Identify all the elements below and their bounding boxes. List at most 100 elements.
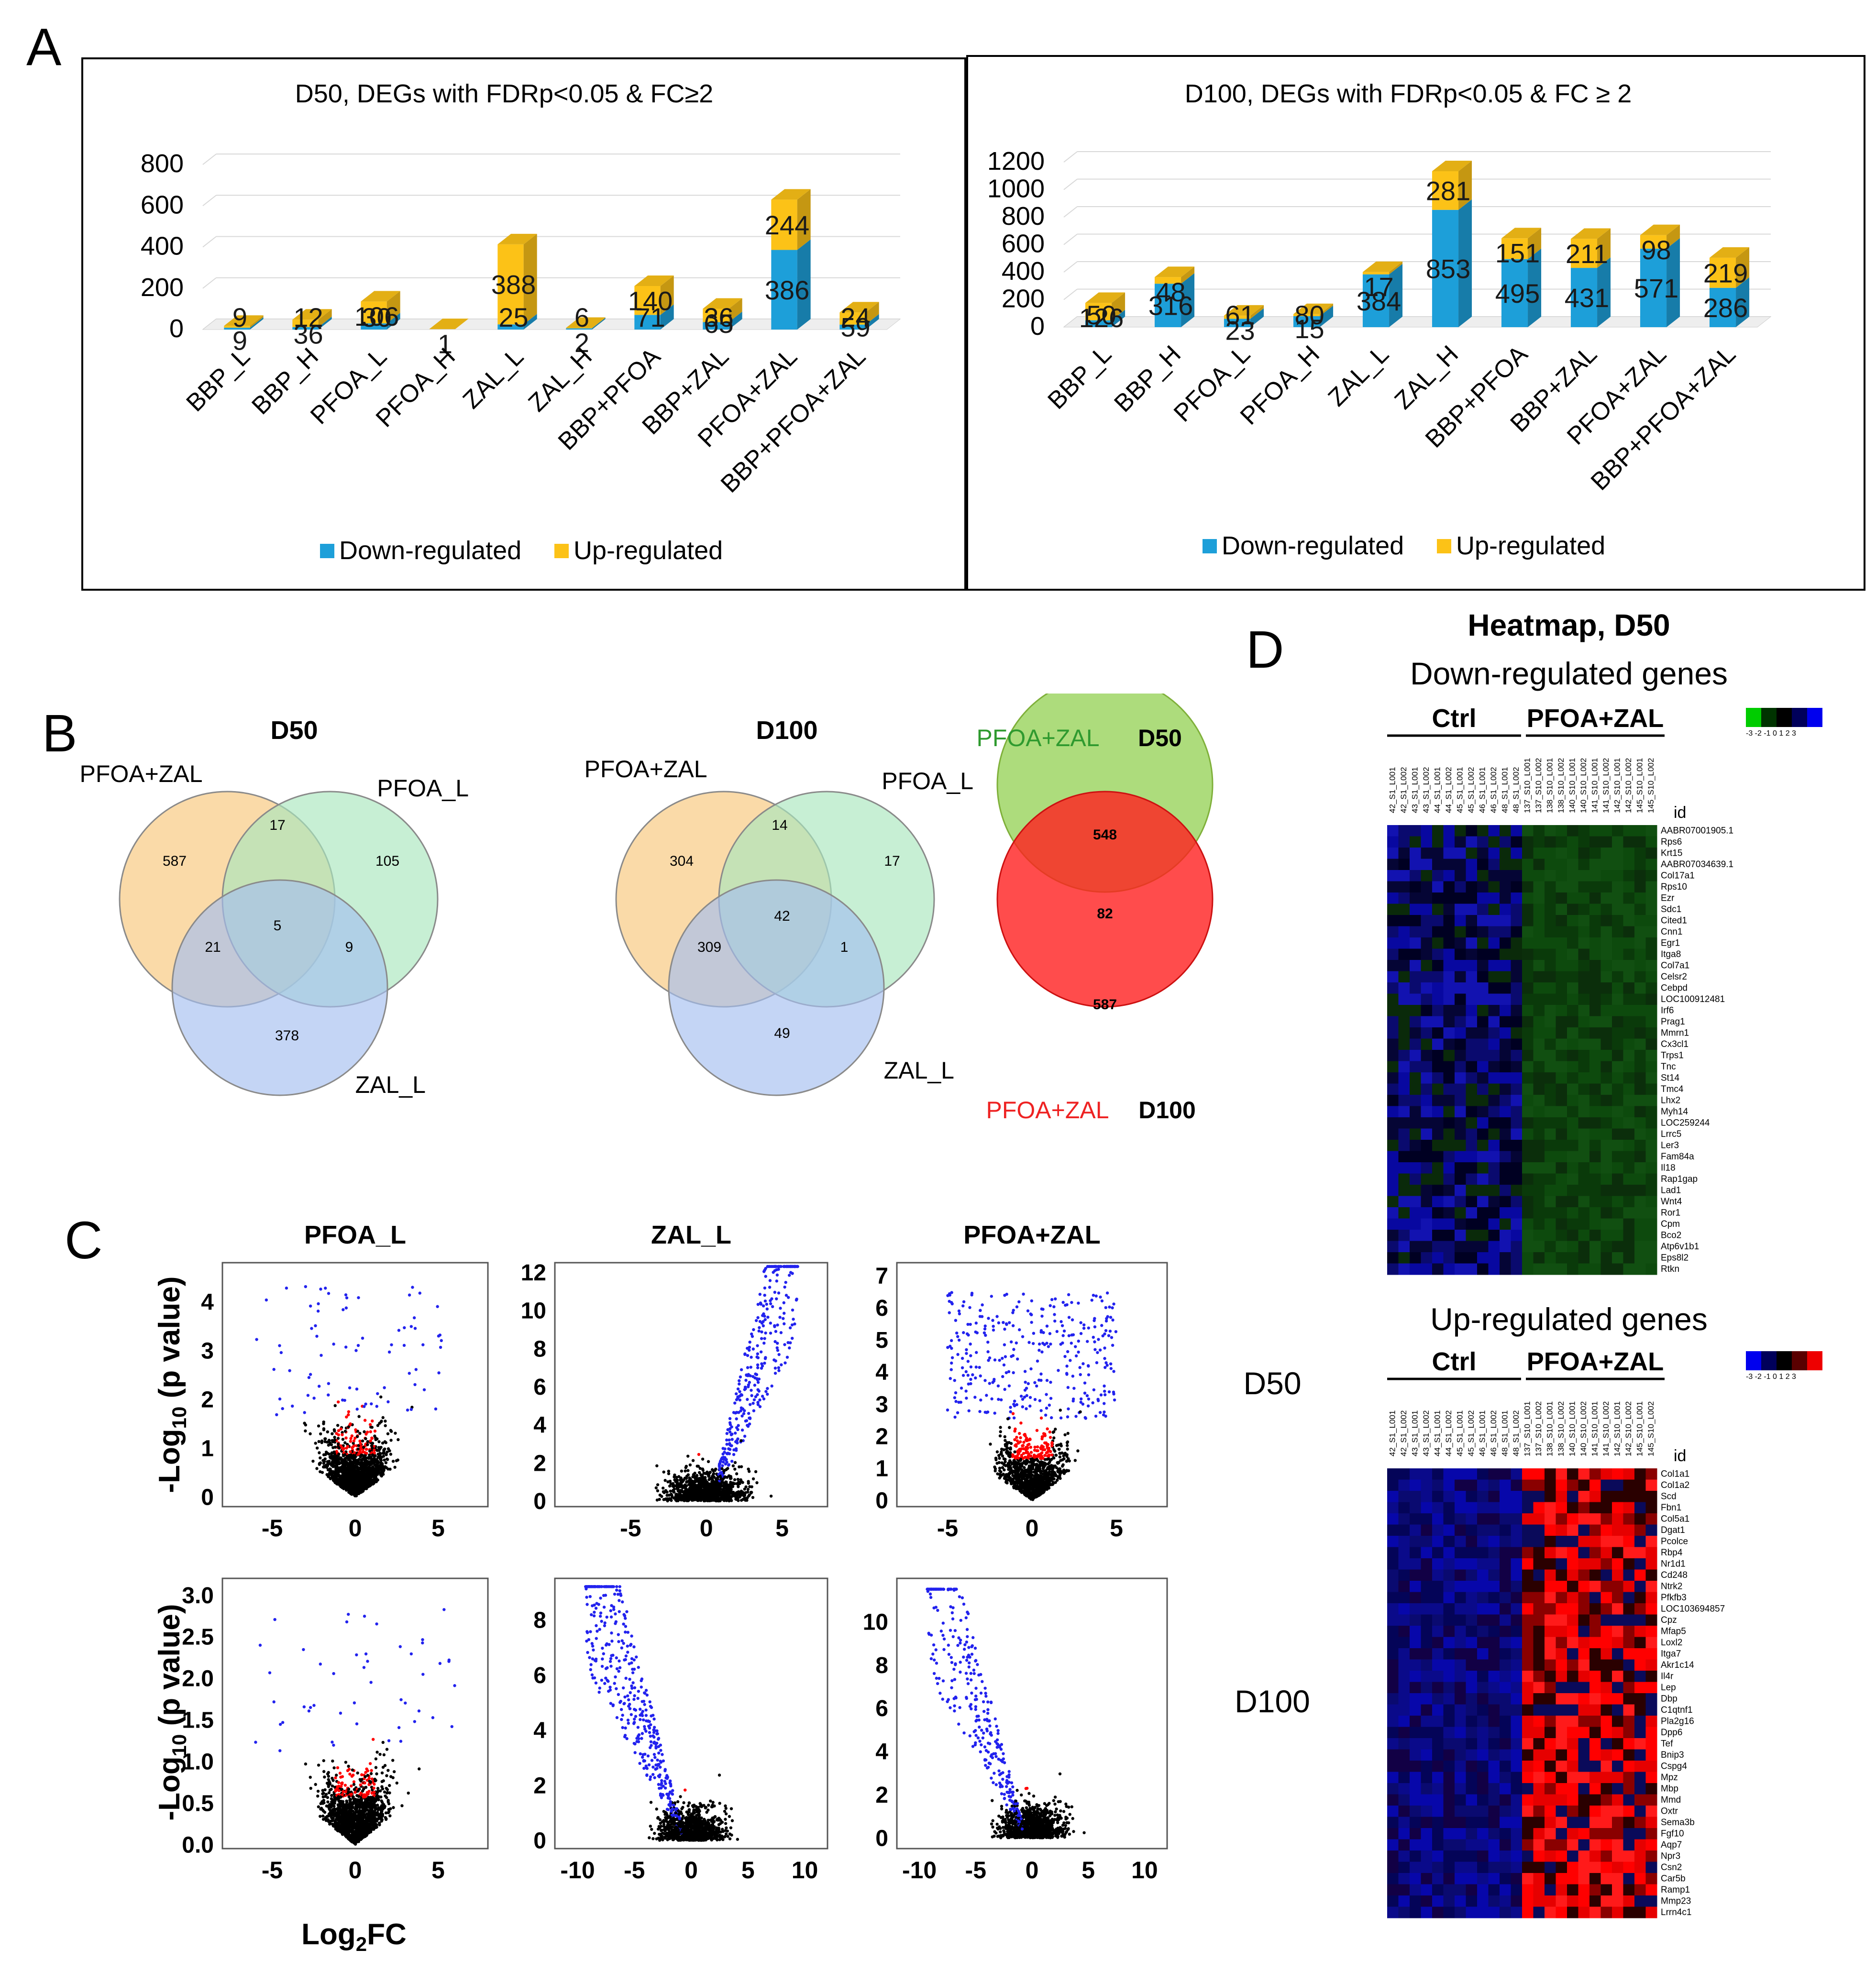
legend-label-up: Up-regulated — [574, 536, 723, 565]
point-nonsignificant — [685, 1488, 689, 1492]
point-nonsignificant — [1058, 1455, 1062, 1459]
bar-top — [1570, 228, 1611, 239]
point-nonsignificant — [1046, 1479, 1049, 1483]
point-nonsignificant — [383, 1447, 386, 1451]
point-significant-fc — [987, 1317, 990, 1320]
point-nonsignificant — [739, 1498, 743, 1502]
point-significant-fc — [768, 1286, 772, 1289]
bar-chart-d100: D100, DEGs with FDRp<0.05 & FC ≥ 2020040… — [987, 79, 1772, 560]
point-significant-fc — [1109, 1367, 1113, 1370]
point-significant-fc — [953, 1415, 957, 1419]
point-significant-fc — [1061, 1300, 1065, 1304]
point-significant-fc — [786, 1296, 790, 1299]
point-significant-fc — [357, 1296, 360, 1300]
bar-down-regulated — [771, 250, 797, 330]
x-tick-label: 5 — [775, 1515, 789, 1542]
point-significant — [1021, 1444, 1024, 1448]
point-nonsignificant — [343, 1430, 347, 1433]
point-significant-fc — [1003, 1327, 1006, 1331]
point-nonsignificant — [1026, 1493, 1030, 1497]
point-nonsignificant — [1016, 1487, 1019, 1490]
point-significant-fc — [363, 1405, 366, 1408]
point-significant-fc — [1063, 1355, 1067, 1358]
y-tick-label: 4 — [875, 1360, 888, 1385]
point-nonsignificant — [389, 1439, 393, 1442]
point-significant-fc — [751, 1375, 755, 1378]
point-significant-fc — [760, 1322, 764, 1325]
point-nonsignificant — [304, 1423, 308, 1427]
point-significant-fc — [1033, 1398, 1037, 1401]
point-significant — [336, 1400, 340, 1404]
panel-letter-c: C — [65, 1211, 103, 1270]
point-significant-fc — [770, 1297, 773, 1300]
point-nonsignificant — [347, 1482, 351, 1486]
point-nonsignificant — [997, 1461, 1001, 1465]
point-significant-fc — [1107, 1334, 1111, 1337]
point-significant-fc — [756, 1388, 760, 1391]
bar-up-regulated — [1224, 315, 1251, 319]
panel-letter-b: B — [42, 704, 77, 763]
point-significant-fc — [746, 1366, 750, 1369]
point-significant-fc — [789, 1341, 792, 1344]
data-label-up: 15 — [1294, 314, 1324, 344]
point-significant-fc — [1025, 1394, 1028, 1398]
point-nonsignificant — [360, 1490, 363, 1494]
point-significant-fc — [763, 1293, 766, 1297]
point-nonsignificant — [1052, 1430, 1056, 1433]
point-significant-fc — [965, 1396, 968, 1400]
point-nonsignificant — [1019, 1458, 1023, 1461]
point-significant-fc — [347, 1612, 350, 1616]
bar-top — [429, 319, 469, 330]
point-significant-fc — [1033, 1381, 1037, 1384]
point-nonsignificant — [351, 1470, 354, 1473]
point-significant — [1022, 1452, 1026, 1455]
point-significant-fc — [965, 1332, 969, 1335]
point-nonsignificant — [344, 1462, 348, 1465]
point-nonsignificant — [736, 1477, 739, 1481]
point-nonsignificant — [377, 1440, 381, 1443]
point-nonsignificant — [348, 1463, 352, 1466]
point-nonsignificant — [707, 1475, 710, 1478]
point-significant — [1015, 1443, 1018, 1446]
point-nonsignificant — [698, 1495, 702, 1498]
point-significant — [373, 1451, 376, 1455]
point-significant-fc — [969, 1322, 972, 1326]
bar-up-regulated — [1501, 238, 1528, 259]
data-label-up: 17 — [1364, 272, 1393, 302]
point-significant-fc — [1026, 1309, 1030, 1312]
point-nonsignificant — [384, 1420, 387, 1423]
point-significant-fc — [355, 1408, 359, 1411]
point-nonsignificant — [380, 1420, 383, 1423]
point-significant-fc — [1094, 1294, 1098, 1298]
point-nonsignificant — [1039, 1461, 1043, 1465]
point-nonsignificant — [670, 1498, 673, 1502]
point-nonsignificant — [345, 1480, 349, 1483]
point-significant-fc — [736, 1428, 739, 1432]
point-significant-fc — [775, 1346, 779, 1350]
point-nonsignificant — [1035, 1482, 1039, 1486]
point-significant — [1036, 1445, 1039, 1449]
point-nonsignificant — [739, 1491, 743, 1494]
bar-down-regulated — [839, 324, 866, 330]
point-significant-fc — [970, 1293, 973, 1297]
point-nonsignificant — [349, 1492, 353, 1496]
point-nonsignificant — [1008, 1459, 1012, 1463]
y-tick-label: 1 — [875, 1456, 888, 1481]
point-significant-fc — [316, 1310, 320, 1313]
point-nonsignificant — [331, 1474, 334, 1477]
point-significant-fc — [1111, 1318, 1115, 1322]
data-label-up: 65 — [704, 308, 733, 339]
point-significant-fc — [969, 1354, 972, 1357]
point-significant-fc — [383, 1386, 386, 1389]
point-significant-fc — [763, 1286, 767, 1290]
point-significant — [1046, 1427, 1049, 1431]
bar-top — [1085, 292, 1126, 303]
point-significant-fc — [775, 1279, 779, 1283]
point-significant-fc — [1025, 1407, 1028, 1410]
point-significant-fc — [760, 1330, 763, 1333]
point-significant-fc — [1100, 1299, 1104, 1303]
point-nonsignificant — [1048, 1482, 1051, 1486]
point-significant-fc — [723, 1456, 727, 1459]
data-label-up: 211 — [1566, 239, 1608, 269]
point-significant-fc — [1086, 1340, 1089, 1343]
